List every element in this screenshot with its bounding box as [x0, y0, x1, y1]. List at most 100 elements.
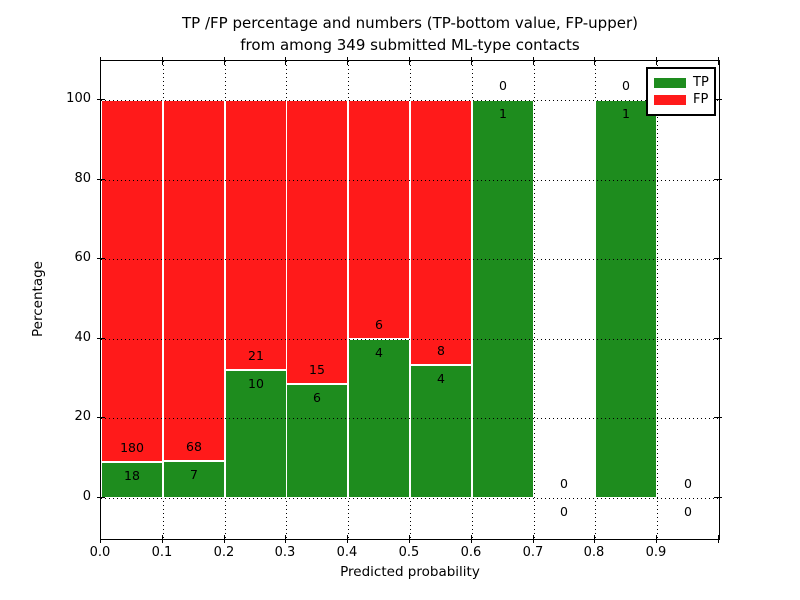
y-tick-label: 0 — [82, 489, 91, 504]
y-tick-label: 40 — [74, 330, 91, 345]
bar-fp-count-label: 0 — [622, 78, 630, 93]
x-tick-top — [656, 57, 657, 65]
x-tick — [285, 535, 286, 543]
x-tick-label: 0.5 — [398, 545, 420, 560]
bar-tp-count-label: 1 — [622, 106, 630, 121]
plot-inner: 180 18 68 7 21 10 15 6 6 4 8 4 0 1 0 0 0 1 0 0 — [101, 61, 719, 539]
y-tick — [97, 179, 105, 180]
chart-title-line2: from among 349 submitted ML-type contact… — [240, 36, 580, 54]
x-tick-top — [285, 57, 286, 65]
bar-fp-segment — [348, 100, 410, 339]
x-tick — [594, 535, 595, 543]
bar-fp-segment — [225, 100, 287, 370]
legend-item-label: TP — [693, 75, 709, 90]
y-tick — [97, 497, 105, 498]
x-tick-top — [162, 57, 163, 65]
bar-tp-segment — [286, 384, 348, 498]
x-tick-label: 0.6 — [460, 545, 482, 560]
x-tick-top — [594, 57, 595, 65]
chart-title-line1: TP /FP percentage and numbers (TP-bottom… — [182, 14, 638, 32]
bar-tp-count-label: 0 — [560, 504, 568, 519]
x-tick — [533, 535, 534, 543]
bar-tp-count-label: 18 — [124, 468, 140, 483]
y-tick-label: 80 — [74, 171, 91, 186]
x-tick-label: 0.4 — [336, 545, 358, 560]
bar-tp-segment — [595, 100, 657, 498]
x-tick — [162, 535, 163, 543]
y-tick — [97, 338, 105, 339]
bar-fp-count-label: 8 — [437, 343, 445, 358]
bar-fp-count-label: 0 — [560, 476, 568, 491]
bar-tp-segment — [101, 461, 163, 498]
y-tick-right — [714, 258, 722, 259]
gridline-horizontal — [101, 339, 719, 340]
x-tick-label: 0.8 — [583, 545, 605, 560]
y-axis-label: Percentage — [30, 261, 46, 337]
x-tick-label: 0.0 — [89, 545, 111, 560]
x-tick-top — [533, 57, 534, 65]
y-tick-right — [714, 417, 722, 418]
y-tick-right — [714, 99, 722, 100]
x-tick-top — [224, 57, 225, 65]
bar-tp-count-label: 0 — [684, 504, 692, 519]
x-tick-label: 0.7 — [522, 545, 544, 560]
gridline-horizontal — [101, 259, 719, 260]
x-tick-label: 0.2 — [213, 545, 235, 560]
bar-fp-count-label: 21 — [248, 348, 264, 363]
x-axis-label: Predicted probability — [340, 564, 480, 580]
x-tick-top — [718, 57, 719, 65]
gridline-horizontal — [101, 100, 719, 101]
legend: TP FP — [646, 67, 716, 116]
bar-fp-count-label: 6 — [375, 317, 383, 332]
y-tick — [97, 417, 105, 418]
bar-tp-count-label: 10 — [248, 376, 264, 391]
x-tick-top — [100, 57, 101, 65]
bar-tp-count-label: 7 — [190, 467, 198, 482]
x-tick — [347, 535, 348, 543]
y-tick-label: 20 — [74, 409, 91, 424]
gridline-horizontal — [101, 498, 719, 499]
bar-fp-segment — [286, 100, 348, 385]
x-tick — [656, 535, 657, 543]
x-tick-label: 0.1 — [151, 545, 173, 560]
y-tick — [97, 258, 105, 259]
x-tick — [224, 535, 225, 543]
y-tick-right — [714, 179, 722, 180]
bar-fp-count-label: 0 — [684, 476, 692, 491]
y-tick — [97, 99, 105, 100]
plot-area: 180 18 68 7 21 10 15 6 6 4 8 4 0 1 0 0 0 1 0 0 — [100, 60, 720, 540]
bar-tp-count-label: 6 — [313, 390, 321, 405]
bar-tp-count-label: 1 — [499, 106, 507, 121]
legend-swatch — [654, 78, 686, 88]
bar-tp-segment — [472, 100, 534, 498]
bar-fp-segment — [163, 100, 225, 461]
x-tick-label: 0.9 — [645, 545, 667, 560]
y-tick-label: 100 — [66, 91, 91, 106]
bar-fp-count-label: 180 — [120, 440, 144, 455]
gridline-horizontal — [101, 180, 719, 181]
legend-swatch — [654, 95, 686, 105]
bar-fp-count-label: 0 — [499, 78, 507, 93]
bar-tp-segment — [225, 369, 287, 498]
legend-item-label: FP — [693, 92, 709, 107]
gridline-horizontal — [101, 418, 719, 419]
y-tick-label: 60 — [74, 250, 91, 265]
bar-fp-segment — [101, 100, 163, 462]
bar-fp-count-label: 15 — [309, 362, 325, 377]
bar-fp-count-label: 68 — [186, 439, 202, 454]
x-tick-label: 0.3 — [274, 545, 296, 560]
bar-tp-segment — [410, 365, 472, 498]
legend-item: FP — [654, 92, 708, 108]
x-tick — [718, 535, 719, 543]
x-tick-top — [409, 57, 410, 65]
bar-tp-count-label: 4 — [375, 345, 383, 360]
legend-item: TP — [654, 75, 709, 91]
y-tick-right — [714, 497, 722, 498]
x-tick — [471, 535, 472, 543]
x-tick-top — [347, 57, 348, 65]
chart-title: TP /FP percentage and numbers (TP-bottom… — [90, 12, 730, 56]
x-tick — [409, 535, 410, 543]
bar-tp-segment — [163, 460, 225, 498]
bar-fp-segment — [410, 100, 472, 366]
